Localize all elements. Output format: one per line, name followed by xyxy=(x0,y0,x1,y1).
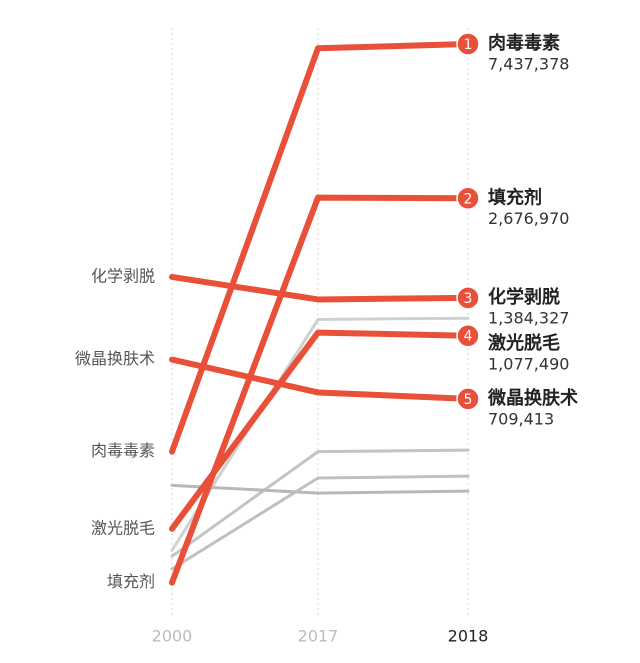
x-tick-label: 2000 xyxy=(152,627,193,646)
background-line xyxy=(170,448,470,558)
series-line xyxy=(169,273,471,303)
series-name: 化学剥脱 xyxy=(488,286,560,308)
series-line xyxy=(169,194,471,586)
rank-badge xyxy=(456,387,480,411)
value-label: 7,437,378 xyxy=(488,55,569,74)
value-label: 1,077,490 xyxy=(488,354,569,373)
value-label: 1,384,327 xyxy=(488,308,569,327)
series-name: 微晶换肤术 xyxy=(487,387,578,409)
series-start-label: 化学剥脱 xyxy=(91,266,155,285)
rank-number: 4 xyxy=(464,329,473,345)
series-start-label: 激光脱毛 xyxy=(91,518,155,537)
series-start-label: 肉毒毒素 xyxy=(91,441,155,460)
series-line xyxy=(169,329,471,532)
rank-number: 1 xyxy=(464,37,473,53)
x-tick-label: 2017 xyxy=(298,627,339,646)
value-label: 709,413 xyxy=(488,409,554,428)
value-label: 2,676,970 xyxy=(488,209,569,228)
rank-badge xyxy=(456,286,480,310)
rank-number: 3 xyxy=(464,291,473,307)
series-name: 激光脱毛 xyxy=(488,332,560,354)
series-line xyxy=(169,41,471,455)
series-start-label: 填充剂 xyxy=(107,572,155,591)
rank-number: 5 xyxy=(464,392,473,408)
background-line xyxy=(170,316,470,552)
rank-badge xyxy=(456,186,480,211)
background-line xyxy=(170,483,470,495)
series-line xyxy=(169,356,471,402)
series-start-label: 微晶换肤术 xyxy=(75,349,155,368)
background-line xyxy=(170,474,470,571)
rank-badge xyxy=(456,32,480,56)
rank-badge xyxy=(456,323,480,348)
series-name: 填充剂 xyxy=(488,186,542,208)
series-name: 肉毒毒素 xyxy=(488,32,560,54)
x-tick-label: 2018 xyxy=(448,627,489,646)
rank-number: 2 xyxy=(464,191,473,207)
